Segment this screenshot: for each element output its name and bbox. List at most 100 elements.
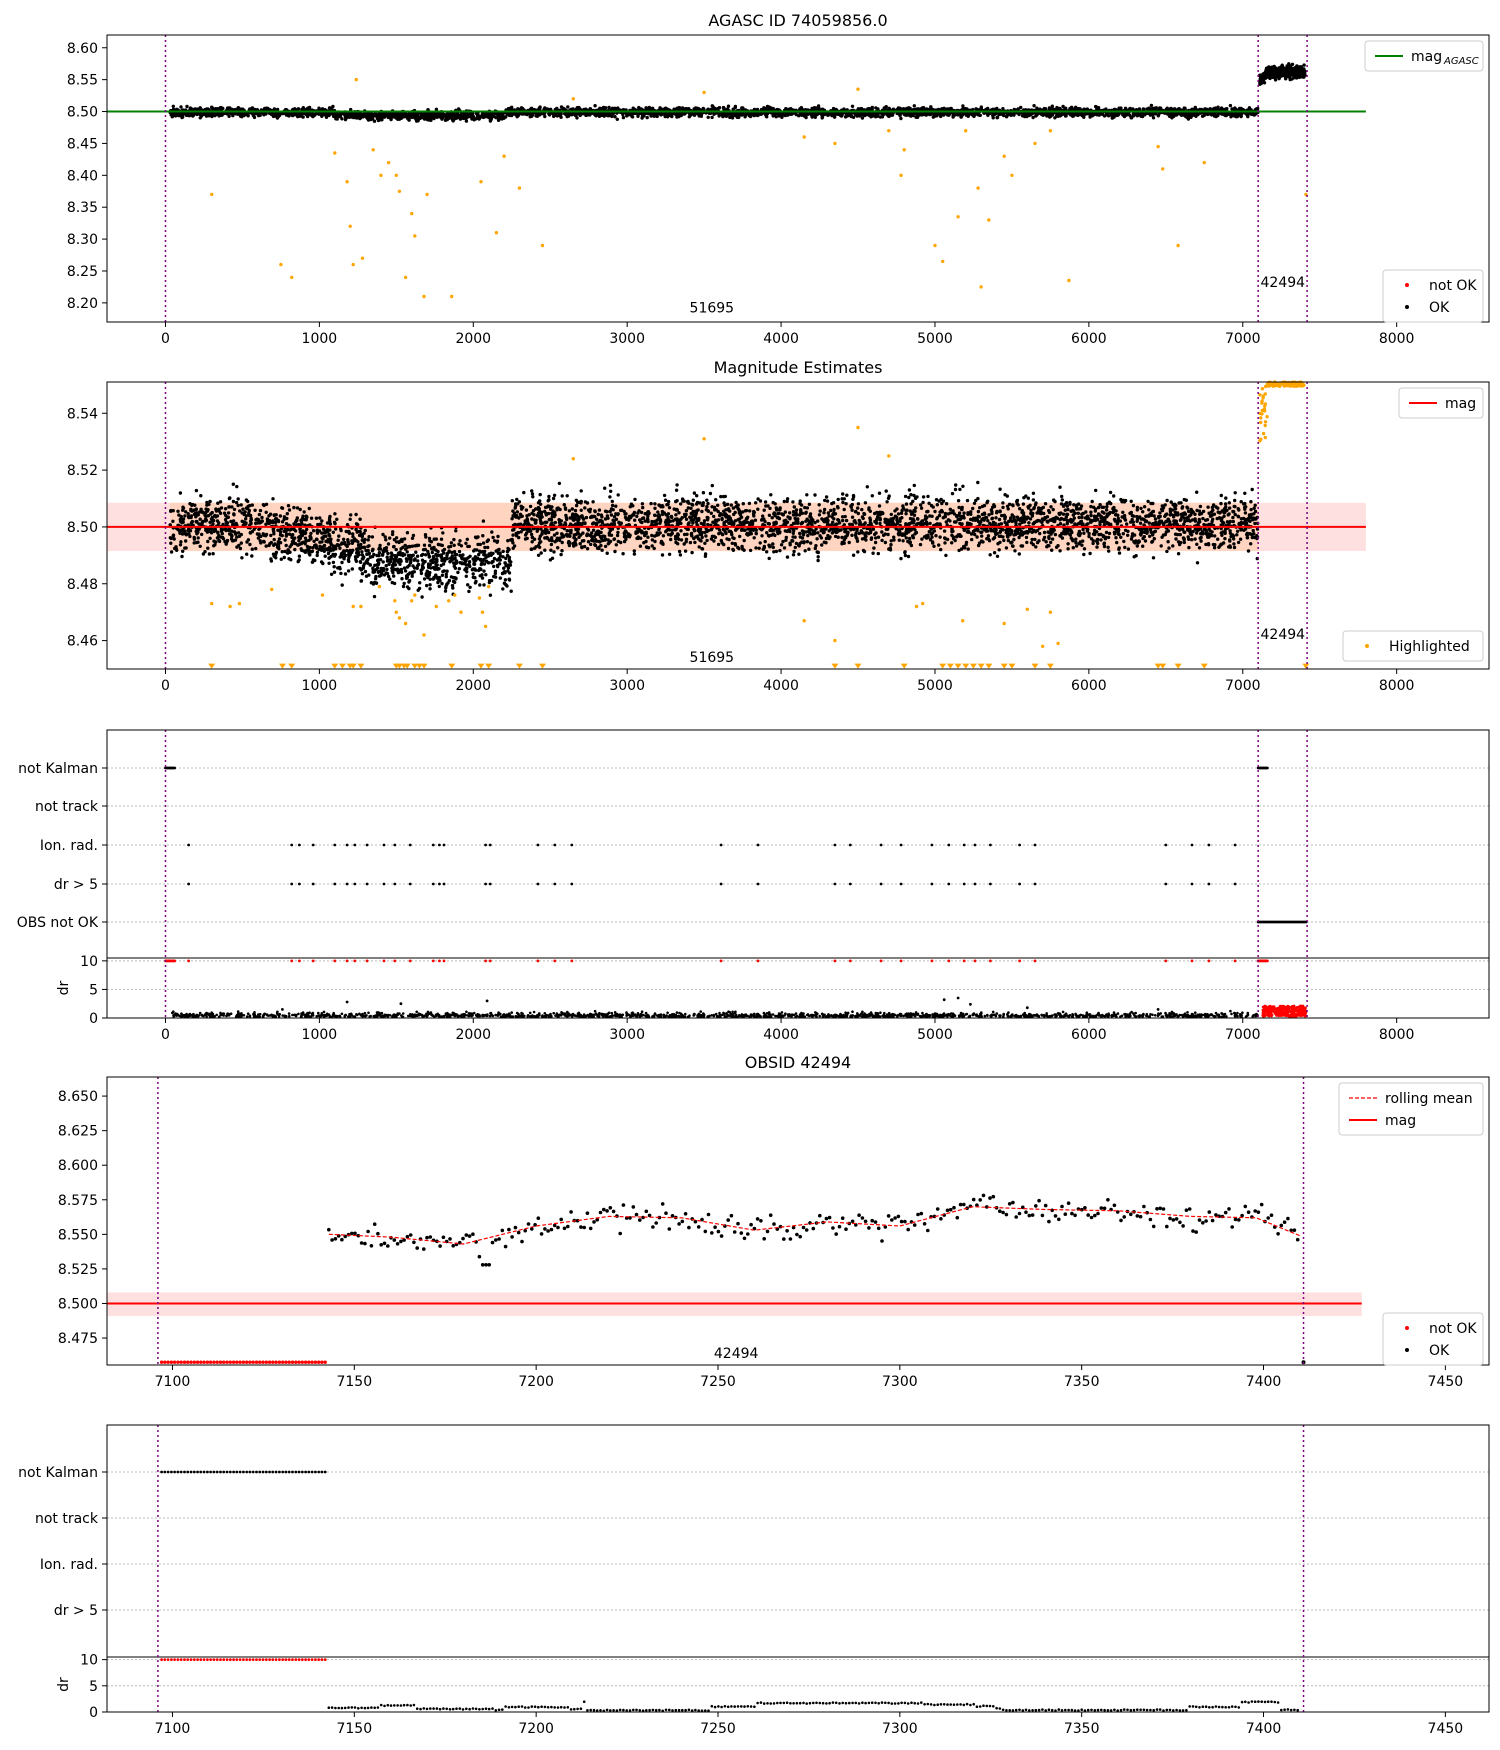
data-point-ok xyxy=(407,118,411,122)
data-point-ok xyxy=(175,107,179,112)
data-point-ok xyxy=(712,514,716,519)
data-point-ok xyxy=(1233,106,1237,111)
data-point-ok xyxy=(1089,513,1093,518)
data-point-ok xyxy=(530,114,534,119)
data-point-highlighted xyxy=(386,160,391,165)
data-point-ok xyxy=(235,484,239,489)
data-point-ok xyxy=(847,540,851,545)
data-point-ok xyxy=(655,114,659,119)
data-point-highlighted xyxy=(956,215,960,219)
data-point-ok xyxy=(1220,112,1224,116)
data-point-ok xyxy=(995,115,1000,120)
data-point-ok xyxy=(343,117,348,122)
data-point-ok xyxy=(610,503,615,508)
legend-subscript: AGASC xyxy=(1443,56,1479,67)
data-point-ok xyxy=(797,552,801,556)
data-point-ok xyxy=(730,112,734,116)
data-point-ok xyxy=(1281,66,1286,70)
data-point-ok xyxy=(320,519,324,523)
data-point-ok xyxy=(1077,107,1081,111)
data-point-ok xyxy=(372,119,377,123)
data-point-highlighted xyxy=(422,294,426,299)
data-point-ok xyxy=(1047,106,1052,110)
data-point-highlighted xyxy=(425,192,429,197)
data-point-ok xyxy=(969,512,973,516)
data-point-ok xyxy=(809,541,813,545)
data-point-ok xyxy=(909,493,913,497)
data-point-ok xyxy=(669,537,673,542)
data-point-ok xyxy=(637,105,641,110)
data-point-ok xyxy=(733,510,737,515)
data-point-ok xyxy=(338,113,342,117)
data-point-highlighted xyxy=(902,148,906,152)
data-point-ok xyxy=(1150,113,1155,117)
data-point-ok xyxy=(716,106,720,111)
data-point-ok xyxy=(466,113,470,117)
data-point-ok xyxy=(1159,544,1163,548)
data-point-ok xyxy=(805,540,810,544)
data-point-ok xyxy=(450,117,455,122)
data-point-ok xyxy=(451,113,456,117)
data-point-ok xyxy=(1195,490,1199,494)
data-point-ok xyxy=(836,497,840,502)
data-point-ok xyxy=(482,583,486,587)
data-point-ok xyxy=(1015,498,1020,503)
data-point-ok xyxy=(534,114,538,118)
data-point-highlighted xyxy=(887,129,891,133)
data-point-ok xyxy=(1004,546,1009,550)
data-point-ok xyxy=(806,112,810,116)
data-point-ok xyxy=(710,104,714,108)
data-point-ok xyxy=(1216,113,1220,118)
data-point-ok xyxy=(1251,528,1255,533)
data-point-ok xyxy=(1094,104,1098,109)
data-point-ok xyxy=(958,487,962,492)
data-point-ok xyxy=(1123,545,1127,550)
y-tick-label: 8.25 xyxy=(67,264,98,280)
data-point-ok xyxy=(593,104,597,108)
data-point-ok xyxy=(709,511,713,515)
data-point-ok xyxy=(688,113,693,117)
data-point-ok xyxy=(250,547,254,551)
data-point-ok xyxy=(692,113,696,117)
data-point-ok xyxy=(178,113,183,118)
data-point-ok xyxy=(171,104,175,109)
data-point-ok xyxy=(1091,113,1096,117)
data-point-ok xyxy=(1268,74,1272,79)
data-point-highlighted xyxy=(540,243,545,248)
data-point-ok xyxy=(816,555,820,559)
data-point-ok xyxy=(221,106,225,111)
data-point-ok xyxy=(885,500,889,504)
data-point-ok xyxy=(238,546,243,551)
data-point-ok xyxy=(511,533,515,537)
data-point-ok xyxy=(874,112,878,117)
data-point-ok xyxy=(566,114,571,118)
data-point-ok xyxy=(1235,112,1239,116)
data-point-highlighted xyxy=(345,180,349,184)
data-point-ok xyxy=(340,117,344,121)
data-point-ok xyxy=(919,506,924,510)
data-point-ok xyxy=(289,112,294,116)
data-point-ok xyxy=(1302,63,1306,67)
data-point-ok xyxy=(1114,536,1118,540)
data-point-ok xyxy=(880,115,885,119)
data-point-ok xyxy=(684,517,689,521)
panel-title: AGASC ID 74059856.0 xyxy=(708,11,887,30)
x-tick-label: 2000 xyxy=(455,331,491,347)
data-point-ok xyxy=(908,113,912,117)
data-point-ok xyxy=(181,549,185,553)
data-point-highlighted xyxy=(1048,129,1053,133)
data-point-highlighted xyxy=(1067,278,1071,283)
obsid-label: 42494 xyxy=(1261,275,1306,291)
data-point-ok xyxy=(225,539,229,543)
data-point-highlighted xyxy=(856,87,860,91)
data-point-highlighted xyxy=(702,90,706,95)
data-point-ok xyxy=(1128,106,1132,111)
data-point-ok xyxy=(679,113,684,117)
x-tick-label: 7000 xyxy=(1225,331,1261,347)
data-point-highlighted xyxy=(1176,243,1180,248)
data-point-highlighted xyxy=(1010,173,1014,177)
data-point-ok xyxy=(389,113,393,117)
data-point-ok xyxy=(483,112,487,117)
